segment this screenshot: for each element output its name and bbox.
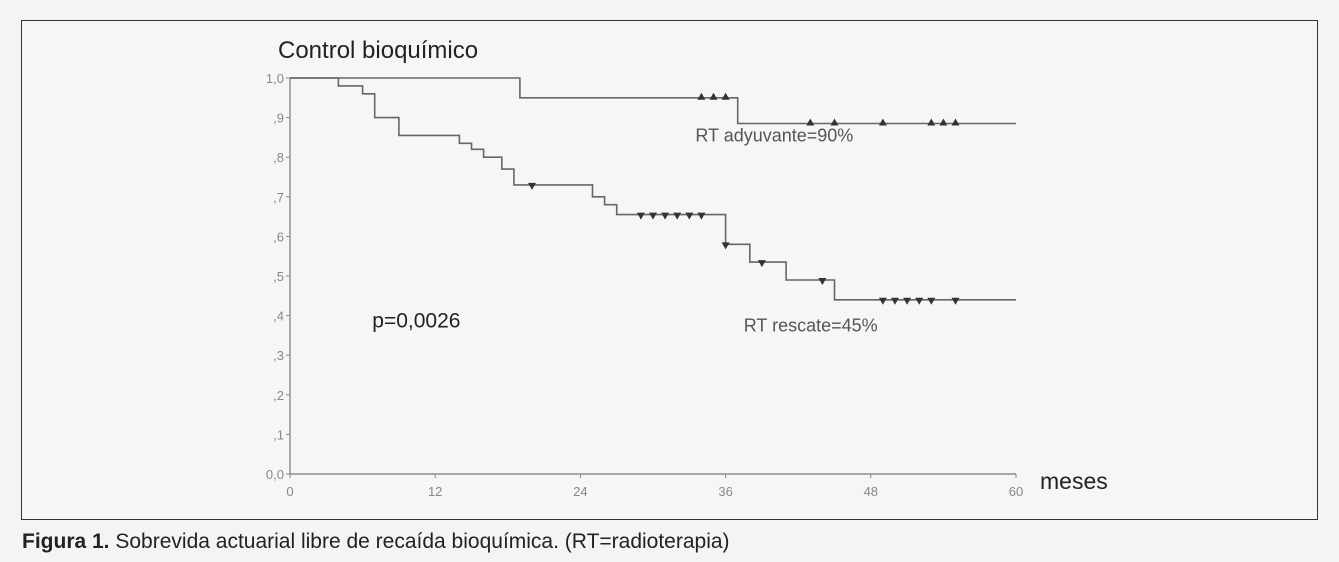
x-tick-label: 48 — [864, 484, 878, 499]
y-tick-label: ,3 — [273, 348, 284, 363]
annotation-adyuvante: RT adyuvante=90% — [695, 125, 853, 145]
censor-marker — [878, 118, 887, 126]
censor-marker — [649, 212, 657, 220]
censor-marker — [697, 92, 706, 100]
caption-label: Figura 1. — [22, 530, 110, 553]
chart-title: Control bioquímico — [278, 37, 478, 64]
censor-marker — [709, 92, 718, 100]
y-tick-label: ,1 — [273, 427, 284, 442]
x-tick-label: 60 — [1009, 484, 1023, 499]
y-tick-label: 0,0 — [266, 467, 284, 482]
caption-text: Sobrevida actuarial libre de recaída bio… — [109, 530, 730, 553]
y-tick-label: ,5 — [273, 269, 284, 284]
y-tick-label: ,2 — [273, 388, 284, 403]
x-tick-label: 24 — [573, 484, 587, 499]
censor-marker — [915, 297, 924, 305]
x-tick-label: 36 — [718, 484, 732, 499]
y-tick-label: ,8 — [273, 150, 284, 165]
y-tick-label: ,4 — [273, 309, 284, 324]
censor-marker — [636, 212, 645, 220]
censor-marker — [806, 118, 815, 126]
annotation-p-value: p=0,0026 — [372, 309, 460, 332]
figure-frame — [21, 20, 1318, 520]
y-tick-label: ,9 — [273, 111, 284, 126]
censor-marker — [939, 118, 948, 126]
y-tick-label: ,7 — [273, 190, 284, 205]
censor-marker — [528, 182, 536, 190]
censor-marker — [891, 297, 899, 305]
y-tick-label: ,6 — [273, 229, 284, 244]
series-line-adyuvante — [290, 77, 1016, 125]
censor-marker — [903, 297, 912, 305]
censor-marker — [721, 92, 730, 100]
x-tick-label: 12 — [428, 484, 442, 499]
x-tick-label: 0 — [286, 484, 293, 499]
x-axis-label: meses — [1040, 468, 1108, 494]
plot-area: 0,0 ,1 ,2 ,3 ,4 ,5 ,6 ,7 ,8 ,9 1,0 0 12 24 36 48 60 RT ad… — [266, 71, 1023, 499]
censor-marker — [951, 118, 960, 126]
censor-marker — [927, 297, 936, 305]
censor-marker — [830, 118, 839, 126]
figure-caption: Figura 1. Sobrevida actuarial libre de r… — [22, 530, 730, 554]
censor-marker — [951, 297, 960, 305]
censor-marker — [685, 212, 694, 220]
censor-marker — [757, 260, 766, 268]
censor-marker — [673, 212, 682, 220]
censor-marker — [818, 277, 827, 285]
censor-marker — [697, 212, 706, 220]
y-tick-label: 1,0 — [266, 71, 284, 86]
censor-marker — [927, 118, 936, 126]
censor-marker — [721, 242, 730, 250]
series-line-rescate — [290, 77, 1016, 301]
censor-marker — [661, 212, 670, 220]
annotation-rescate: RT rescate=45% — [744, 315, 878, 335]
censor-marker — [878, 297, 887, 305]
